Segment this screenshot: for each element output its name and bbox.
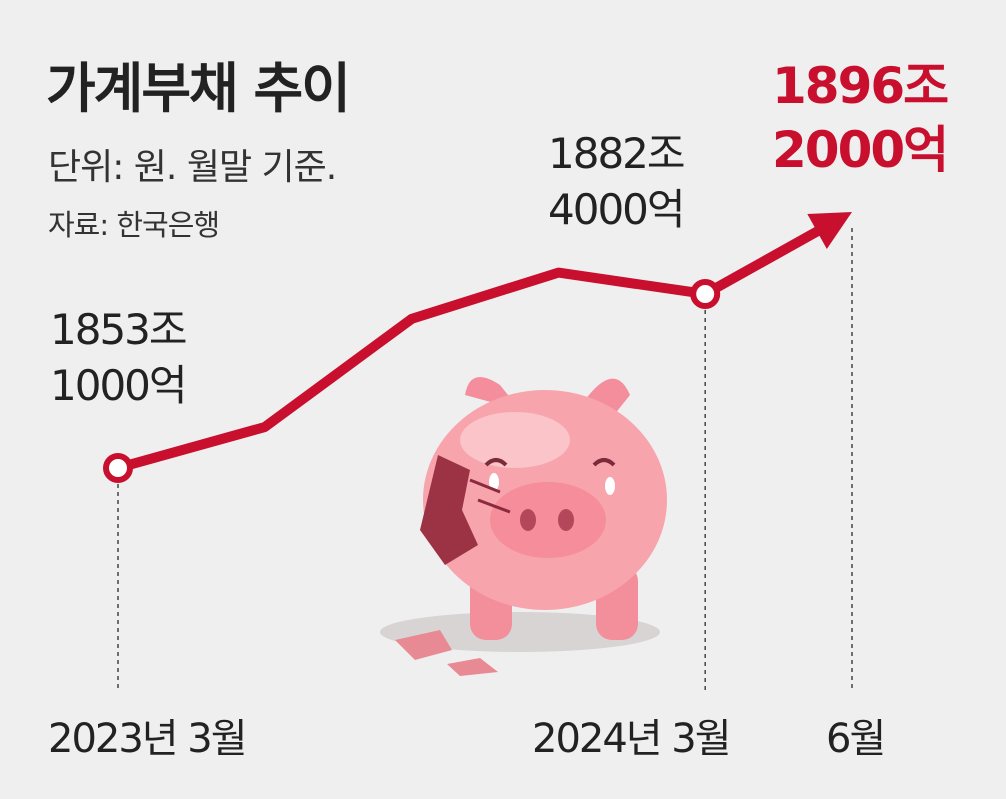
data-label-2023-03: 1853조 1000억 [50,302,188,414]
data-label-line1: 1896조 [772,57,949,115]
x-tick-label: 2024년 3월 [532,716,732,762]
chart-marks [103,212,853,690]
data-label-line2: 4000억 [548,185,686,234]
arrow-head-point-2024-06 [807,212,852,249]
series-line [116,225,824,473]
data-label-2024-06: 1896조 2000억 [772,54,949,182]
data-label-line2: 1000억 [50,361,188,410]
data-label-line1: 1853조 [50,305,188,354]
chart-subtitle: 단위: 원. 월말 기준. [48,147,337,188]
data-point-2024-03 [690,278,721,309]
chart-title: 가계부채 추이 [46,57,351,120]
piggy-bank-illustration [380,377,667,676]
data-label-2024-03: 1882조 4000억 [548,126,686,238]
chart-source: 자료: 한국은행 [48,208,220,242]
data-label-line2: 2000억 [772,121,949,179]
data-point-2023-03 [103,453,133,483]
x-tick-label: 6월 [826,716,886,762]
x-tick-label: 2023년 3월 [48,716,248,762]
data-label-line1: 1882조 [548,129,686,178]
